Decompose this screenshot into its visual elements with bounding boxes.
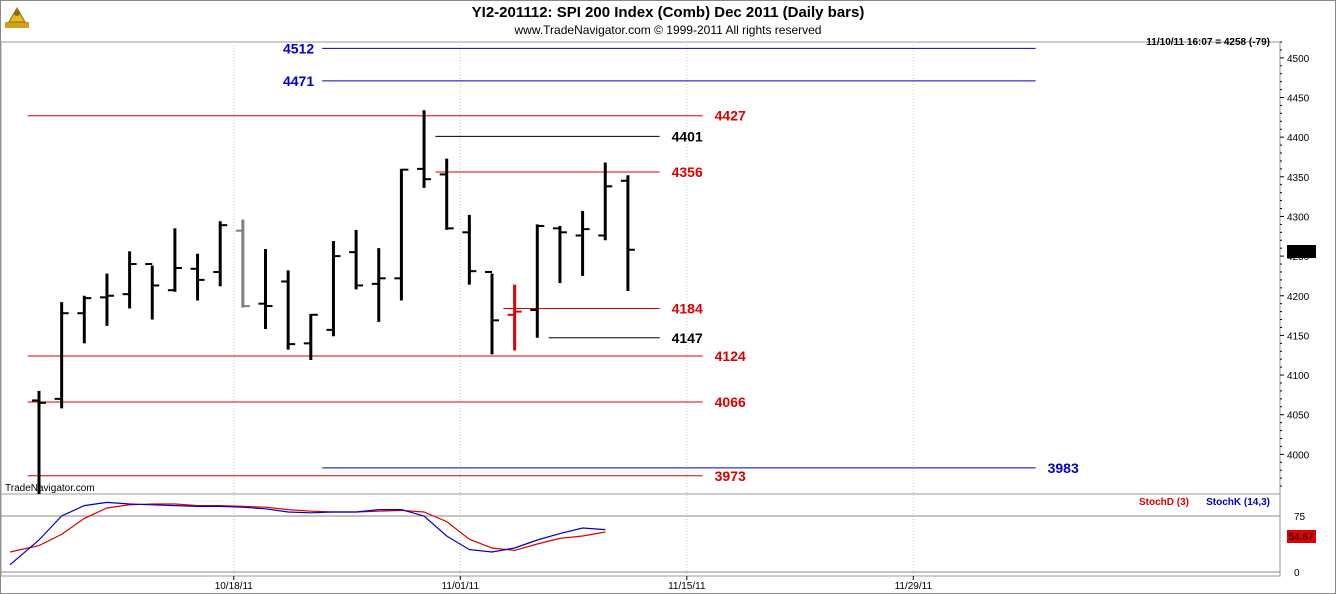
level-label-3983: 3983: [1048, 460, 1079, 476]
last-stoch-box: [1287, 530, 1316, 543]
y-tick-label: 4500: [1287, 54, 1310, 65]
x-tick-label: 10/18/11: [215, 581, 254, 592]
last-stoch-label: 54.67: [1288, 532, 1313, 543]
watermark: TradeNavigator.com: [5, 483, 95, 494]
stochastic-oscillator: 75 0: [1, 501, 1306, 579]
level-label-4512: 4512: [283, 40, 314, 56]
legend-stochk: StochK (14,3): [1206, 497, 1270, 508]
stoch-tick-label: 0: [1294, 568, 1300, 579]
y-tick-label: 4000: [1287, 450, 1310, 461]
level-label-4427: 4427: [715, 108, 746, 124]
stoch-line-k: [9, 501, 606, 566]
legend-stochd: StochD (3): [1139, 497, 1189, 508]
date-axis: 10/18/11 11/01/11 11/15/11 11/29/11: [215, 576, 933, 592]
logo-icon: [5, 6, 29, 28]
y-tick-label: 4050: [1287, 411, 1310, 422]
last-quote: 11/10/11 16:07 = 4258 (-79): [1146, 37, 1270, 48]
price-bars: [32, 110, 635, 494]
y-tick-label: 4100: [1287, 371, 1310, 382]
last-price-box: [1287, 245, 1316, 258]
gridlines: [233, 42, 914, 576]
level-label-4401: 4401: [672, 128, 703, 144]
stoch-tick-label: 75: [1294, 512, 1306, 523]
x-tick-label: 11/15/11: [668, 581, 706, 592]
level-label-4471: 4471: [283, 73, 314, 89]
chart-subtitle: www.TradeNavigator.com © 1999-2011 All r…: [514, 23, 822, 37]
y-tick-label: 4350: [1287, 173, 1310, 184]
level-label-3973: 3973: [715, 468, 746, 484]
y-tick-label: 4400: [1287, 133, 1310, 144]
y-tick-label: 4450: [1287, 94, 1310, 105]
level-label-4066: 4066: [715, 394, 746, 410]
x-tick-label: 11/01/11: [442, 581, 480, 592]
level-label-4147: 4147: [672, 330, 703, 346]
x-tick-label: 11/29/11: [895, 581, 933, 592]
y-tick-label: 4300: [1287, 212, 1310, 223]
last-price-label: 4258: [1290, 247, 1313, 258]
level-lines: 4512 4471 4427 4401 4356 4184 4147 4124 4066 3983…: [27, 40, 1079, 484]
level-label-4124: 4124: [715, 348, 746, 364]
y-tick-label: 4150: [1287, 331, 1310, 342]
level-label-4356: 4356: [672, 164, 703, 180]
chart-title: YI2-201112: SPI 200 Index (Comb) Dec 201…: [472, 4, 865, 21]
y-tick-label: 4200: [1287, 292, 1310, 303]
level-label-4184: 4184: [672, 300, 703, 316]
